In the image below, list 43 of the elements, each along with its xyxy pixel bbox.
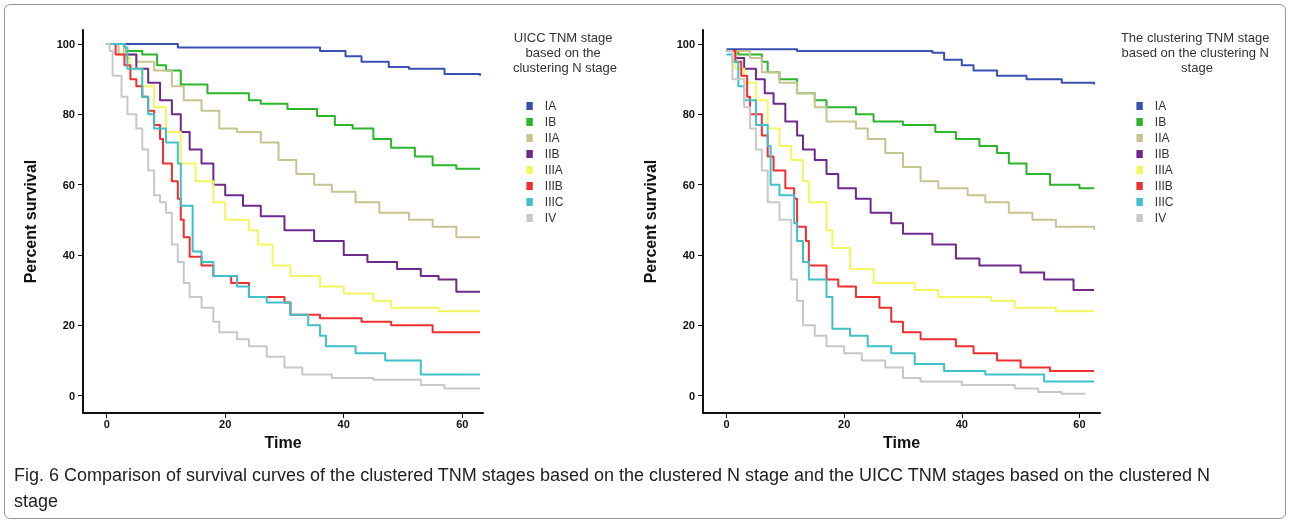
legend-label: IIB [1154,147,1170,161]
y-tick-label: 100 [56,38,75,51]
y-tick-label: 20 [62,319,75,332]
legend-label: IIA [544,131,560,145]
legend-title: UICC TNM stage based on the clustering N stage [512,30,618,75]
legend-label: IB [544,115,557,129]
legend-label: IIIA [544,163,563,177]
x-tick-label: 0 [723,417,730,430]
legend-label: IV [1154,211,1167,225]
legend-title: The clustering TNM stage based on the clustering N stage [1120,30,1274,75]
x-tick-label: 60 [1073,417,1086,430]
y-axis-title: Percent survival [641,159,659,284]
y-tick-label: 20 [682,319,695,332]
legend-label: IIA [1154,131,1170,145]
y-tick-label: 0 [688,389,695,402]
x-axis-title: Time [264,433,302,451]
x-tick-label: 40 [337,417,350,430]
x-tick-label: 20 [219,417,232,430]
x-tick-label: 20 [838,417,851,430]
x-tick-label: 60 [456,417,469,430]
y-tick-label: 40 [62,248,75,261]
legend-label: IV [544,211,557,225]
y-tick-label: 60 [682,178,695,191]
legend-label: IB [1154,115,1167,129]
legend-label: IIB [544,147,560,161]
legend-label: IIIC [544,195,564,209]
legend-label: IIIA [1154,163,1173,177]
legend-label: IA [1154,99,1167,113]
y-tick-label: 80 [682,108,695,121]
x-tick-label: 0 [103,417,110,430]
x-tick-label: 40 [955,417,968,430]
legend-label: IIIB [544,179,563,193]
y-tick-label: 80 [62,108,75,121]
legend-label: IIIC [1154,195,1174,209]
caption: Fig. 6 Comparison of survival curves of the clustered TNM stages based on the clustered N stage and the UICC TNM stages based on the clustered N stage [14,464,1211,513]
y-axis-title: Percent survival [21,159,39,284]
y-tick-label: 100 [676,38,695,51]
x-axis-title: Time [882,433,921,451]
y-tick-label: 40 [682,248,695,261]
legend-label: IIIB [1154,179,1173,193]
legend-label: IA [544,99,557,113]
y-tick-label: 0 [68,389,75,402]
y-tick-label: 60 [62,178,75,191]
